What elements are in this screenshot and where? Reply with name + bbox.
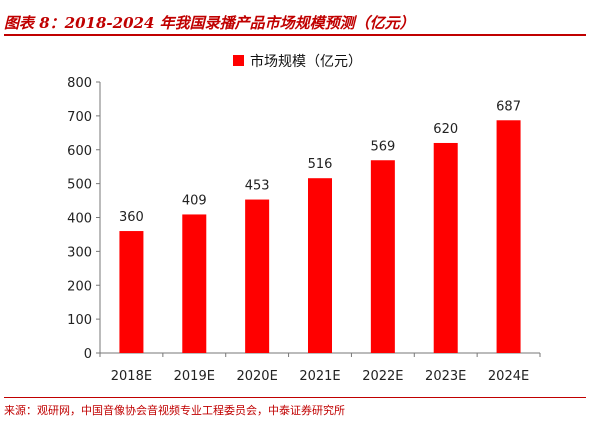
- y-tick-label: 800: [67, 76, 92, 91]
- figure-title: 图表 8：2018-2024 年我国录播产品市场规模预测（亿元）: [4, 14, 415, 32]
- data-label: 569: [370, 139, 395, 154]
- bar: [308, 178, 332, 353]
- y-tick-label: 600: [67, 144, 92, 159]
- data-label: 409: [182, 193, 207, 208]
- legend-label: 市场规模（亿元）: [250, 53, 362, 70]
- x-axis-ticks: 2018E 2019E 2020E 2021E 2022E 2023E 2024E: [99, 353, 541, 384]
- x-tick-label: 2021E: [299, 369, 340, 384]
- data-label: 453: [245, 179, 270, 194]
- y-tick-label: 400: [67, 212, 92, 227]
- bar: [119, 231, 144, 353]
- x-tick-label: 2018E: [111, 369, 152, 384]
- y-axis-ticks: 0 100 200 300 400 500 600 700 800: [67, 76, 100, 362]
- data-labels: 360 409 453 516 569 620 687: [119, 99, 521, 225]
- y-tick-label: 0: [84, 347, 92, 362]
- title-rule: [4, 34, 586, 36]
- data-label: 516: [308, 157, 333, 172]
- y-tick-label: 700: [67, 110, 92, 125]
- y-tick-label: 100: [67, 313, 92, 328]
- legend: 市场规模（亿元）: [233, 53, 362, 70]
- data-label: 620: [433, 122, 458, 137]
- x-tick-label: 2022E: [362, 369, 403, 384]
- legend-swatch: [233, 55, 244, 66]
- x-tick-label: 2024E: [488, 369, 529, 384]
- bar: [370, 160, 395, 353]
- bar: [433, 142, 458, 353]
- source-note: 来源：观研网，中国音像协会音视频专业工程委员会，中泰证券研究所: [4, 404, 345, 417]
- data-label: 360: [119, 210, 144, 225]
- bars: [119, 120, 521, 353]
- bar: [496, 120, 521, 353]
- y-tick-label: 200: [67, 279, 92, 294]
- x-tick-label: 2020E: [236, 369, 277, 384]
- x-tick-label: 2019E: [174, 369, 215, 384]
- source-rule: [4, 397, 586, 398]
- bar: [245, 199, 270, 353]
- y-tick-label: 300: [67, 245, 92, 260]
- bar: [182, 214, 207, 353]
- x-tick-label: 2023E: [425, 369, 466, 384]
- y-tick-label: 500: [67, 178, 92, 193]
- data-label: 687: [496, 99, 521, 114]
